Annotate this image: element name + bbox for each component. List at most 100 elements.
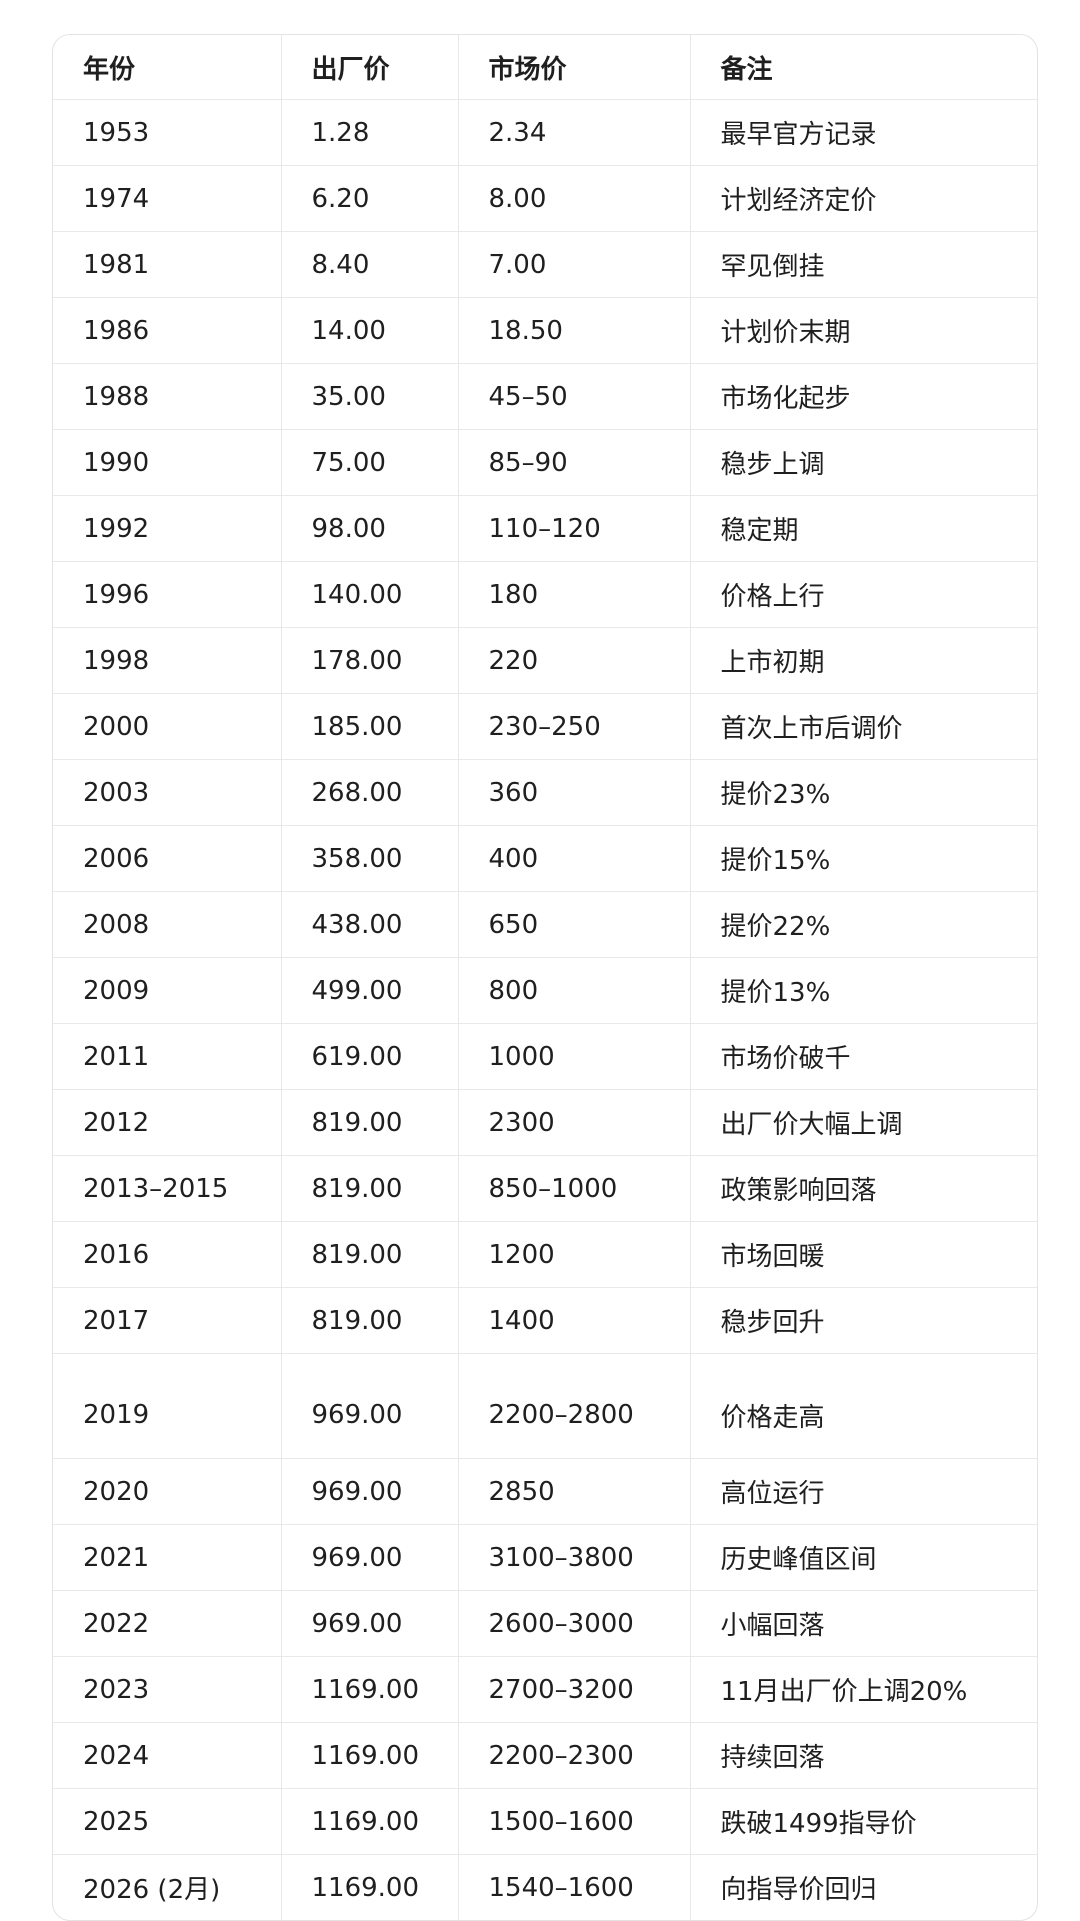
cell-year: 2021 xyxy=(53,1524,282,1591)
cell-notes: 历史峰值区间 xyxy=(690,1524,1037,1591)
table-row: 2009 499.00 800 提价13% xyxy=(53,957,1037,1024)
cell-factory-price: 969.00 xyxy=(281,1458,459,1525)
cell-year: 2026 (2月) xyxy=(53,1854,282,1920)
table-row: 2019 969.00 2200–2800 价格走高 xyxy=(53,1353,1037,1459)
cell-market-price: 1400 xyxy=(458,1287,691,1354)
cell-market-price: 7.00 xyxy=(458,231,691,298)
cell-notes: 跌破1499指导价 xyxy=(690,1788,1037,1855)
table-row: 2024 1169.00 2200–2300 持续回落 xyxy=(53,1722,1037,1789)
cell-market-price: 1000 xyxy=(458,1023,691,1090)
table-row: 2008 438.00 650 提价22% xyxy=(53,891,1037,958)
cell-notes: 稳定期 xyxy=(690,495,1037,562)
cell-market-price: 2200–2300 xyxy=(458,1722,691,1789)
cell-year: 2011 xyxy=(53,1023,282,1090)
table-row: 1981 8.40 7.00 罕见倒挂 xyxy=(53,231,1037,298)
table-row: 1990 75.00 85–90 稳步上调 xyxy=(53,429,1037,496)
cell-notes: 持续回落 xyxy=(690,1722,1037,1789)
cell-factory-price: 1169.00 xyxy=(281,1722,459,1789)
cell-factory-price: 1169.00 xyxy=(281,1854,459,1920)
cell-year: 1992 xyxy=(53,495,282,562)
cell-factory-price: 178.00 xyxy=(281,627,459,694)
table-row: 1998 178.00 220 上市初期 xyxy=(53,627,1037,694)
cell-market-price: 1200 xyxy=(458,1221,691,1288)
cell-year: 1996 xyxy=(53,561,282,628)
cell-market-price: 800 xyxy=(458,957,691,1024)
cell-factory-price: 185.00 xyxy=(281,693,459,760)
cell-market-price: 2700–3200 xyxy=(458,1656,691,1723)
cell-notes: 罕见倒挂 xyxy=(690,231,1037,298)
cell-year: 2025 xyxy=(53,1788,282,1855)
cell-market-price: 110–120 xyxy=(458,495,691,562)
cell-market-price: 2.34 xyxy=(458,99,691,166)
cell-market-price: 1500–1600 xyxy=(458,1788,691,1855)
cell-notes: 计划价末期 xyxy=(690,297,1037,364)
cell-factory-price: 1169.00 xyxy=(281,1656,459,1723)
cell-market-price: 2300 xyxy=(458,1089,691,1156)
cell-factory-price: 1169.00 xyxy=(281,1788,459,1855)
cell-market-price: 2600–3000 xyxy=(458,1590,691,1657)
cell-year: 2020 xyxy=(53,1458,282,1525)
cell-year: 2016 xyxy=(53,1221,282,1288)
cell-year: 1998 xyxy=(53,627,282,694)
cell-notes: 11月出厂价上调20% xyxy=(690,1656,1037,1723)
table-row: 1992 98.00 110–120 稳定期 xyxy=(53,495,1037,562)
cell-market-price: 400 xyxy=(458,825,691,892)
table-row: 2016 819.00 1200 市场回暖 xyxy=(53,1221,1037,1288)
cell-factory-price: 35.00 xyxy=(281,363,459,430)
cell-notes: 提价15% xyxy=(690,825,1037,892)
cell-factory-price: 140.00 xyxy=(281,561,459,628)
table-row: 2017 819.00 1400 稳步回升 xyxy=(53,1287,1037,1354)
cell-factory-price: 98.00 xyxy=(281,495,459,562)
cell-year: 1974 xyxy=(53,165,282,232)
cell-notes: 小幅回落 xyxy=(690,1590,1037,1657)
cell-factory-price: 75.00 xyxy=(281,429,459,496)
cell-year: 1988 xyxy=(53,363,282,430)
table-row: 2026 (2月) 1169.00 1540–1600 向指导价回归 xyxy=(53,1854,1037,1920)
cell-factory-price: 1.28 xyxy=(281,99,459,166)
table-row: 1953 1.28 2.34 最早官方记录 xyxy=(53,99,1037,166)
cell-factory-price: 268.00 xyxy=(281,759,459,826)
cell-notes: 市场化起步 xyxy=(690,363,1037,430)
table-row: 2011 619.00 1000 市场价破千 xyxy=(53,1023,1037,1090)
cell-market-price: 18.50 xyxy=(458,297,691,364)
cell-notes: 市场价破千 xyxy=(690,1023,1037,1090)
table-row: 2006 358.00 400 提价15% xyxy=(53,825,1037,892)
cell-notes: 政策影响回落 xyxy=(690,1155,1037,1222)
cell-year: 2008 xyxy=(53,891,282,958)
cell-year: 2024 xyxy=(53,1722,282,1789)
table-row: 2023 1169.00 2700–3200 11月出厂价上调20% xyxy=(53,1656,1037,1723)
cell-year: 1986 xyxy=(53,297,282,364)
table-row: 1986 14.00 18.50 计划价末期 xyxy=(53,297,1037,364)
cell-market-price: 2200–2800 xyxy=(458,1353,691,1459)
cell-market-price: 850–1000 xyxy=(458,1155,691,1222)
cell-factory-price: 819.00 xyxy=(281,1089,459,1156)
table-row: 2003 268.00 360 提价23% xyxy=(53,759,1037,826)
cell-notes: 出厂价大幅上调 xyxy=(690,1089,1037,1156)
cell-factory-price: 619.00 xyxy=(281,1023,459,1090)
cell-notes: 提价13% xyxy=(690,957,1037,1024)
cell-factory-price: 969.00 xyxy=(281,1524,459,1591)
cell-year: 1981 xyxy=(53,231,282,298)
cell-year: 1990 xyxy=(53,429,282,496)
cell-factory-price: 438.00 xyxy=(281,891,459,958)
cell-notes: 稳步回升 xyxy=(690,1287,1037,1354)
cell-market-price: 2850 xyxy=(458,1458,691,1525)
table-row: 2013–2015 819.00 850–1000 政策影响回落 xyxy=(53,1155,1037,1222)
cell-year: 2000 xyxy=(53,693,282,760)
cell-market-price: 45–50 xyxy=(458,363,691,430)
cell-year: 2017 xyxy=(53,1287,282,1354)
cell-notes: 上市初期 xyxy=(690,627,1037,694)
cell-factory-price: 8.40 xyxy=(281,231,459,298)
cell-market-price: 230–250 xyxy=(458,693,691,760)
table-row: 1974 6.20 8.00 计划经济定价 xyxy=(53,165,1037,232)
cell-market-price: 3100–3800 xyxy=(458,1524,691,1591)
cell-notes: 价格上行 xyxy=(690,561,1037,628)
cell-year: 2019 xyxy=(53,1353,282,1459)
cell-market-price: 85–90 xyxy=(458,429,691,496)
header-year: 年份 xyxy=(53,35,282,100)
cell-factory-price: 819.00 xyxy=(281,1287,459,1354)
price-table: 年份 出厂价 市场价 备注 1953 1.28 2.34 最早官方记录 1974 6.20… xyxy=(52,34,1038,1921)
cell-year: 2009 xyxy=(53,957,282,1024)
header-factory-price: 出厂价 xyxy=(281,35,459,100)
cell-market-price: 220 xyxy=(458,627,691,694)
